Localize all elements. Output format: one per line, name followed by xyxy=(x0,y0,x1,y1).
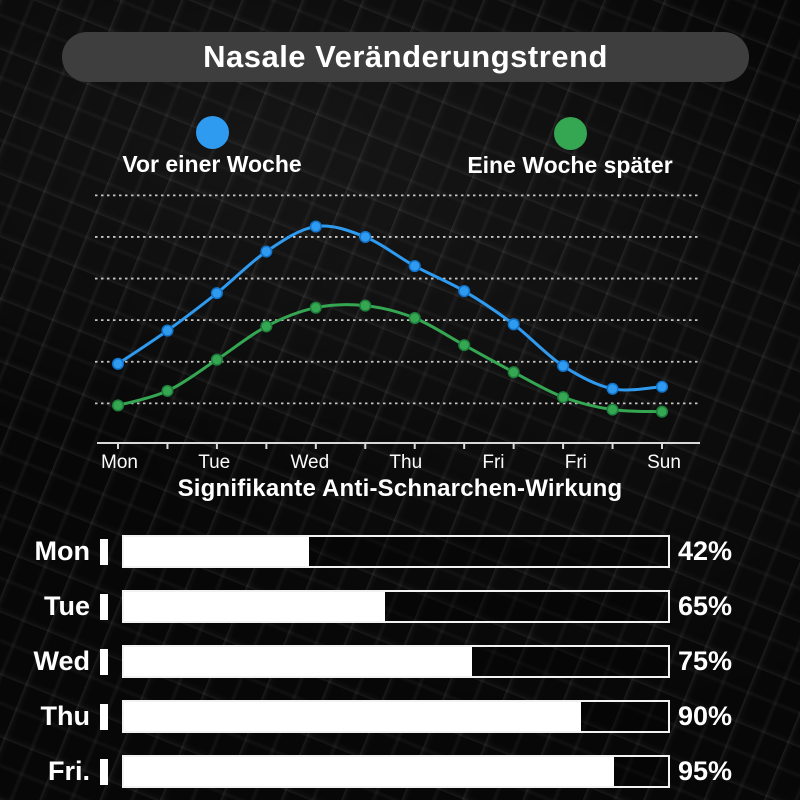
data-point xyxy=(557,391,570,404)
legend-dot-blue-icon xyxy=(195,116,229,149)
x-axis-label: Tue xyxy=(198,452,231,473)
data-point xyxy=(359,230,372,244)
data-point xyxy=(655,380,669,393)
bar-category-label: Tue xyxy=(44,591,90,621)
bar-row: Tue 65% xyxy=(30,579,800,634)
bar-axis-tick xyxy=(100,648,108,675)
data-point xyxy=(210,287,223,300)
legend-dot-green-icon xyxy=(553,117,587,150)
data-point xyxy=(359,299,372,312)
bar-axis-tick xyxy=(100,703,108,730)
data-point xyxy=(111,399,125,412)
bar-track xyxy=(122,535,670,568)
bar-fill xyxy=(124,537,309,566)
legend-label-week-later: Eine Woche später xyxy=(467,152,673,178)
bar-axis-tick xyxy=(100,758,108,785)
data-point xyxy=(260,320,273,333)
data-point xyxy=(507,318,520,331)
line-chart-title: Signifikante Anti-Schnarchen-Wirkung xyxy=(177,475,623,502)
bar-value-label: 90% xyxy=(678,701,733,731)
data-point xyxy=(606,403,619,416)
header-pill: Nasale Veränderungstrend xyxy=(62,32,749,82)
data-point xyxy=(606,382,619,395)
bar-value-label: 65% xyxy=(678,591,733,621)
bar-category-label: Wed xyxy=(33,646,90,676)
x-axis-label: Mon xyxy=(101,452,138,473)
x-axis-label: Sun xyxy=(647,452,681,473)
bar-chart: Mon 42% Tue 65% Wed 75% Thu 90% Fri. 95% xyxy=(30,524,800,799)
bar-row: Wed 75% xyxy=(30,634,800,689)
bar-row: Thu 90% xyxy=(30,689,800,744)
bar-track xyxy=(122,645,670,678)
data-point xyxy=(260,245,273,258)
bar-category-label: Mon xyxy=(34,536,90,566)
bar-track xyxy=(122,755,670,788)
line-chart-area xyxy=(95,185,705,455)
data-point xyxy=(557,359,570,372)
bar-axis-tick xyxy=(100,538,108,565)
bar-row: Fri. 95% xyxy=(30,744,800,799)
bar-category-label: Fri. xyxy=(47,756,90,786)
line-chart xyxy=(95,194,700,449)
bar-axis-tick xyxy=(100,593,108,620)
bar-value-label: 42% xyxy=(678,536,733,566)
data-point xyxy=(507,366,520,379)
data-point xyxy=(210,353,223,366)
line-series-week-before xyxy=(116,224,664,392)
bar-value-label: 95% xyxy=(678,756,733,786)
bar-fill xyxy=(124,757,614,786)
data-point xyxy=(111,357,125,370)
bar-track xyxy=(122,590,670,623)
data-point xyxy=(655,405,669,418)
data-point xyxy=(161,324,174,337)
x-axis-label: Fri xyxy=(482,452,505,473)
bar-row: Mon 42% xyxy=(30,524,800,579)
x-axis-label: Fri xyxy=(564,452,587,473)
bar-value-label: 75% xyxy=(678,646,733,676)
data-point xyxy=(458,284,471,298)
legend-label-week-before: Vor einer Woche xyxy=(122,151,302,177)
legend-item-week-later: Eine Woche später xyxy=(455,117,685,179)
bar-fill xyxy=(124,592,386,621)
data-point xyxy=(309,301,322,314)
data-point xyxy=(408,312,421,325)
data-point xyxy=(408,260,421,273)
bar-fill xyxy=(124,702,581,731)
bar-fill xyxy=(124,647,473,676)
data-point xyxy=(161,384,174,397)
data-point xyxy=(309,220,322,233)
data-point xyxy=(458,339,471,352)
x-axis-labels: Mon Tue Wed Thu Fri Fri Sun xyxy=(95,452,705,474)
x-axis-label: Wed xyxy=(290,452,330,473)
bar-track xyxy=(122,700,670,733)
page-title: Nasale Veränderungstrend xyxy=(203,39,608,74)
legend-item-week-before: Vor einer Woche xyxy=(102,116,322,178)
bar-category-label: Thu xyxy=(40,701,90,731)
x-axis-label: Thu xyxy=(389,452,423,473)
